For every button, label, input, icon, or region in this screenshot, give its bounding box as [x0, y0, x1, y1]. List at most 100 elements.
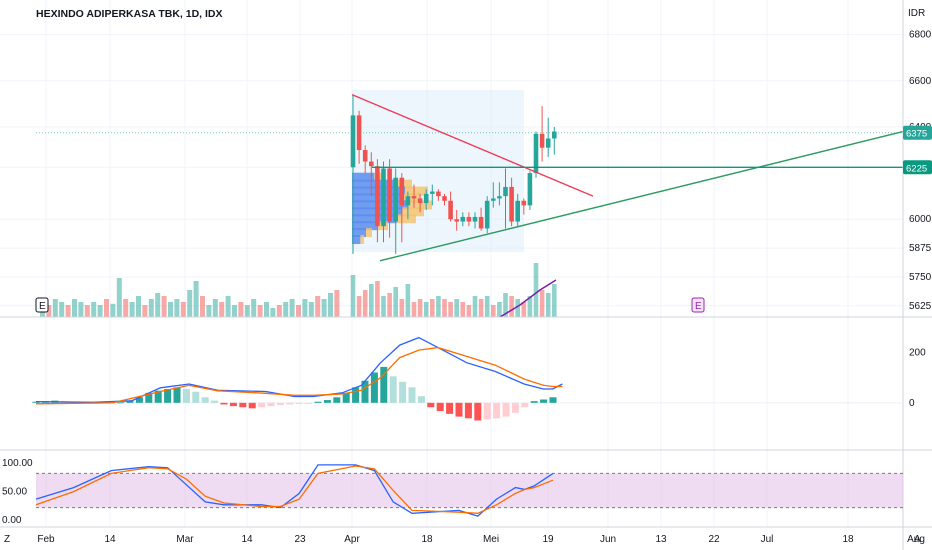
volume-bar: [200, 296, 205, 317]
stoch-axis-label: 0.00: [2, 515, 22, 526]
candle-body: [399, 177, 405, 206]
macd-histogram-bar: [530, 401, 538, 403]
volume-bar: [257, 305, 263, 317]
macd-histogram-bar: [32, 401, 40, 403]
candle-body: [350, 115, 356, 168]
volume-bar: [375, 281, 380, 317]
volume-bar: [302, 299, 308, 317]
volume-bar: [369, 284, 374, 317]
macd-histogram-bar: [417, 396, 425, 403]
candle-body: [381, 168, 386, 227]
currency-label: IDR: [908, 8, 925, 19]
candle-body: [545, 138, 551, 148]
macd-histogram-bar: [192, 391, 200, 403]
macd-histogram-bar: [295, 402, 303, 404]
volume-bar: [399, 299, 405, 317]
macd-histogram-bar: [229, 402, 237, 407]
macd-axis-label: 200: [909, 348, 926, 359]
volume-bar: [296, 305, 301, 317]
volume-bar: [52, 299, 58, 317]
candle-body: [442, 196, 447, 201]
macd-histogram-bar: [352, 387, 360, 403]
macd-histogram-bar: [436, 402, 444, 412]
macd-histogram-bar: [314, 401, 322, 403]
volume-bar: [448, 302, 453, 317]
volume-bar: [276, 305, 282, 317]
stoch-k-line: [35, 464, 554, 517]
candle-body: [472, 216, 478, 222]
price-tag-box: [903, 160, 932, 175]
time-axis-label: Mar: [176, 534, 194, 545]
candle-body: [393, 177, 398, 222]
zoom-button[interactable]: Z: [4, 534, 10, 545]
volume-bar: [552, 284, 557, 317]
volume-bar: [334, 290, 340, 317]
candle-body: [387, 168, 392, 222]
volume-bar: [136, 296, 141, 317]
time-axis-label: 18: [842, 534, 854, 545]
volume-bar: [321, 299, 327, 317]
candle-body: [356, 115, 362, 150]
candle-body: [484, 200, 490, 229]
macd-signal-line: [35, 346, 563, 405]
earnings-marker[interactable]: [35, 297, 49, 313]
candle-body: [527, 173, 533, 206]
time-axis-label: Jul: [761, 534, 774, 545]
resistance-trendline[interactable]: [351, 93, 594, 197]
macd-line: [35, 336, 563, 403]
volume-bar: [251, 299, 257, 317]
volume-bar: [387, 293, 392, 317]
future-earnings-marker[interactable]: [691, 297, 705, 313]
candle-body: [369, 161, 374, 167]
volume-bar: [442, 299, 447, 317]
volume-bar: [533, 263, 539, 317]
macd-histogram-bar: [342, 392, 350, 403]
volume-profile-row-down: [360, 235, 364, 244]
volume-bar: [129, 302, 135, 317]
price-tag-box: [903, 125, 932, 140]
time-axis-label: 19: [542, 534, 554, 545]
macd-histogram-bar: [493, 402, 501, 419]
volume-bar: [225, 296, 231, 317]
macd-histogram-bar: [389, 376, 397, 403]
stoch-band-fill: [36, 473, 903, 508]
volume-bar: [503, 293, 508, 317]
volume-profile-row-down: [396, 214, 416, 224]
macd-histogram-bar: [549, 397, 557, 403]
volume-bar: [193, 281, 199, 317]
macd-histogram-bar: [220, 402, 228, 405]
macd-histogram-bar: [145, 392, 153, 403]
volume-bar: [308, 302, 314, 317]
volume-bar: [460, 302, 466, 317]
trend-lines[interactable]: [351, 93, 904, 262]
volume-bar: [430, 299, 435, 317]
volume-bar: [283, 302, 289, 317]
volume-bar: [405, 284, 411, 317]
volume-bar: [454, 299, 459, 317]
volume-bar: [315, 296, 321, 317]
auto-scale-button[interactable]: A: [914, 534, 921, 545]
volume-bar: [417, 299, 423, 317]
volume-bar: [97, 305, 103, 317]
candle-body: [497, 196, 502, 199]
volume-bar: [110, 303, 116, 317]
macd-histogram-bar: [305, 402, 313, 404]
macd-histogram-bar: [164, 389, 172, 403]
macd-histogram-bar: [135, 397, 143, 403]
candlestick-series: [36, 94, 903, 254]
support-trendline[interactable]: [379, 130, 904, 262]
macd-histogram-bar: [427, 402, 435, 408]
volume-bar: [411, 302, 417, 317]
volume-profile-row-down: [366, 228, 372, 238]
volume-profile-row-down: [402, 207, 424, 217]
price-tag-label: 6375: [906, 129, 927, 140]
candle-body: [430, 191, 435, 194]
volume-bar: [46, 305, 52, 317]
volume-bar: [545, 293, 551, 317]
candle-body: [405, 196, 411, 206]
macd-histogram-bar: [258, 402, 266, 408]
volume-bar: [174, 299, 180, 317]
time-axis-label: 22: [708, 534, 720, 545]
macd-histogram-bar: [361, 380, 369, 403]
